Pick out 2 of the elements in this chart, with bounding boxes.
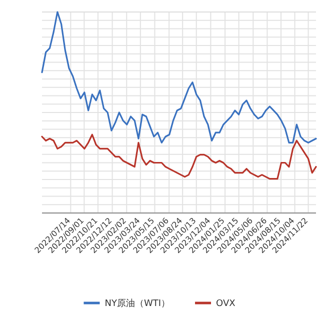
legend-label: NY原油（WTI） — [104, 298, 170, 309]
legend-label: OVX — [216, 299, 236, 309]
